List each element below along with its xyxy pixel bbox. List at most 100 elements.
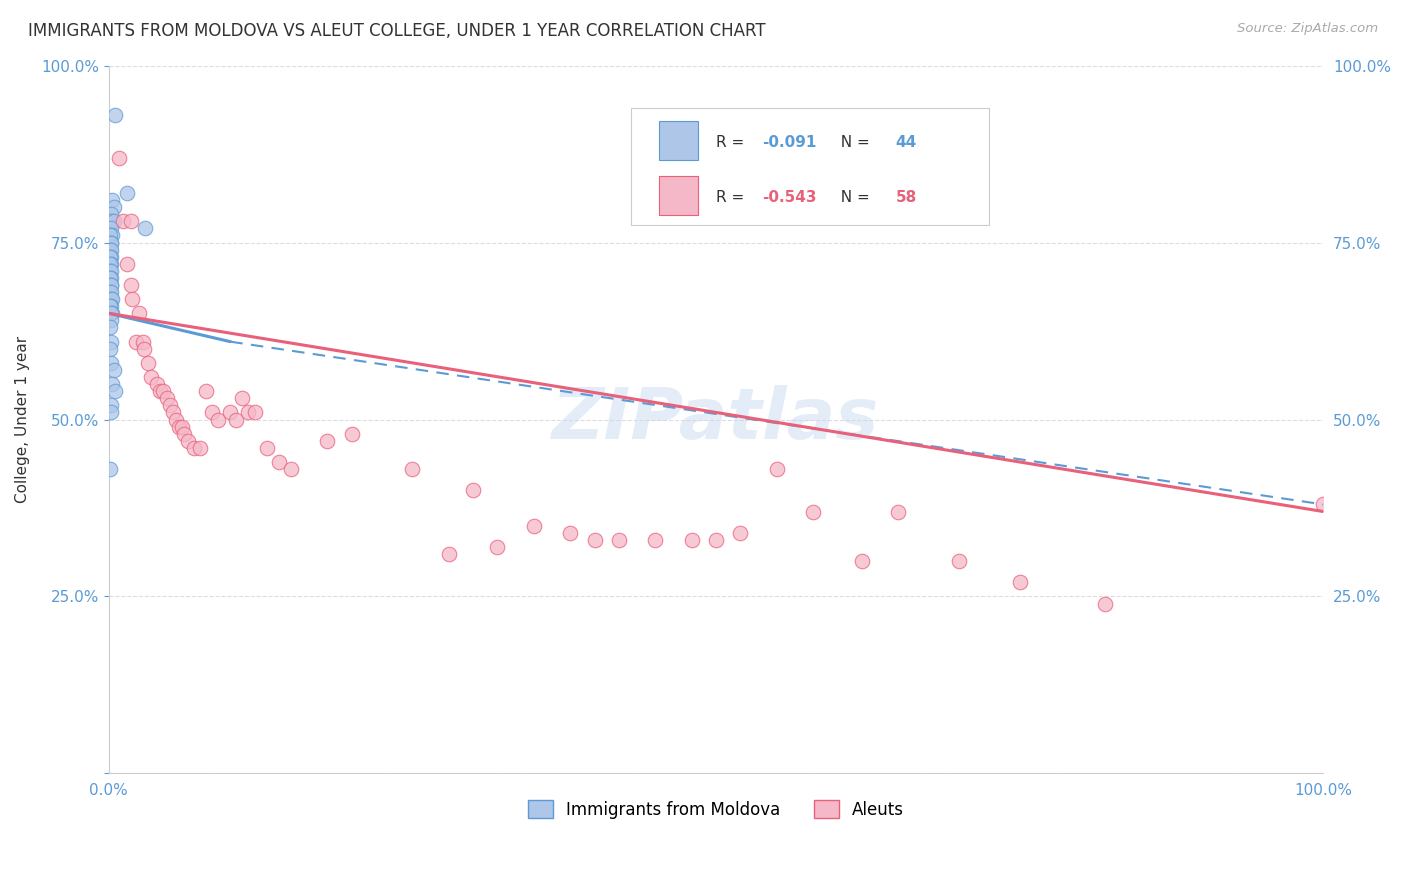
Point bbox=[98, 342, 121, 356]
Point bbox=[100, 235, 122, 250]
Point bbox=[1008, 575, 1031, 590]
Point bbox=[120, 278, 142, 293]
Point bbox=[316, 434, 339, 448]
Point bbox=[104, 108, 127, 122]
Point bbox=[98, 320, 121, 334]
Point bbox=[101, 228, 124, 243]
Point bbox=[201, 405, 224, 419]
Point bbox=[121, 292, 143, 306]
Text: N =: N = bbox=[831, 190, 875, 204]
Point bbox=[103, 214, 125, 228]
Text: R =: R = bbox=[716, 135, 749, 150]
Point bbox=[463, 483, 485, 498]
Point bbox=[486, 540, 509, 554]
Point bbox=[101, 292, 124, 306]
Point bbox=[124, 334, 146, 349]
Point bbox=[115, 257, 138, 271]
Point bbox=[523, 518, 546, 533]
Point bbox=[141, 370, 163, 384]
Text: N =: N = bbox=[831, 135, 875, 150]
Point bbox=[583, 533, 606, 547]
Point bbox=[231, 392, 253, 406]
Point bbox=[149, 384, 172, 399]
Point bbox=[101, 377, 124, 392]
Point bbox=[100, 306, 122, 320]
Point bbox=[132, 334, 155, 349]
Text: Source: ZipAtlas.com: Source: ZipAtlas.com bbox=[1237, 22, 1378, 36]
Point bbox=[188, 441, 211, 455]
Point bbox=[887, 504, 910, 518]
Point bbox=[219, 405, 242, 419]
Text: R =: R = bbox=[716, 190, 749, 204]
Point bbox=[136, 356, 159, 370]
Point bbox=[120, 214, 142, 228]
Point bbox=[100, 398, 122, 412]
FancyBboxPatch shape bbox=[631, 108, 990, 225]
Point bbox=[100, 257, 122, 271]
Point bbox=[132, 342, 155, 356]
Point bbox=[146, 377, 169, 392]
Point bbox=[238, 405, 260, 419]
Point bbox=[112, 214, 135, 228]
Point bbox=[98, 285, 121, 299]
Point bbox=[243, 405, 266, 419]
Point bbox=[162, 405, 184, 419]
Point bbox=[100, 313, 122, 327]
Point bbox=[100, 278, 122, 293]
Point bbox=[100, 221, 122, 235]
Point bbox=[100, 334, 122, 349]
Point bbox=[101, 193, 124, 207]
Text: 44: 44 bbox=[896, 135, 917, 150]
Text: ZIPatlas: ZIPatlas bbox=[553, 385, 880, 454]
Point bbox=[801, 504, 824, 518]
Point bbox=[100, 250, 122, 264]
Point bbox=[100, 292, 122, 306]
Point bbox=[100, 405, 122, 419]
Point bbox=[1094, 597, 1116, 611]
Point bbox=[644, 533, 666, 547]
Text: -0.543: -0.543 bbox=[762, 190, 817, 204]
Point bbox=[100, 264, 122, 278]
Point bbox=[280, 462, 302, 476]
Point bbox=[159, 398, 181, 412]
Point bbox=[98, 299, 121, 313]
Point bbox=[134, 221, 156, 235]
Point bbox=[225, 412, 247, 426]
Text: IMMIGRANTS FROM MOLDOVA VS ALEUT COLLEGE, UNDER 1 YEAR CORRELATION CHART: IMMIGRANTS FROM MOLDOVA VS ALEUT COLLEGE… bbox=[28, 22, 766, 40]
Point bbox=[948, 554, 970, 568]
Point bbox=[1312, 498, 1334, 512]
Point bbox=[267, 455, 290, 469]
Point bbox=[100, 243, 122, 257]
Point bbox=[173, 426, 195, 441]
Point bbox=[100, 235, 122, 250]
Point bbox=[156, 392, 179, 406]
Point bbox=[98, 264, 121, 278]
Text: 58: 58 bbox=[896, 190, 917, 204]
Point bbox=[98, 250, 121, 264]
Point bbox=[730, 525, 752, 540]
Point bbox=[765, 462, 787, 476]
Point bbox=[340, 426, 363, 441]
Point bbox=[98, 462, 121, 476]
Bar bbox=[659, 176, 697, 215]
Point bbox=[560, 525, 582, 540]
Point bbox=[152, 384, 174, 399]
Point bbox=[100, 356, 122, 370]
Point bbox=[195, 384, 218, 399]
Point bbox=[165, 412, 187, 426]
Point bbox=[104, 384, 127, 399]
Point bbox=[98, 271, 121, 285]
Point bbox=[103, 363, 125, 377]
Point bbox=[103, 200, 125, 214]
Point bbox=[100, 299, 122, 313]
Point bbox=[169, 419, 191, 434]
Point bbox=[115, 186, 138, 200]
Point bbox=[100, 278, 122, 293]
Point bbox=[100, 285, 122, 299]
Point bbox=[183, 441, 205, 455]
Point bbox=[98, 243, 121, 257]
Bar bbox=[659, 121, 697, 160]
Text: -0.091: -0.091 bbox=[762, 135, 817, 150]
Point bbox=[851, 554, 873, 568]
Point bbox=[107, 151, 129, 165]
